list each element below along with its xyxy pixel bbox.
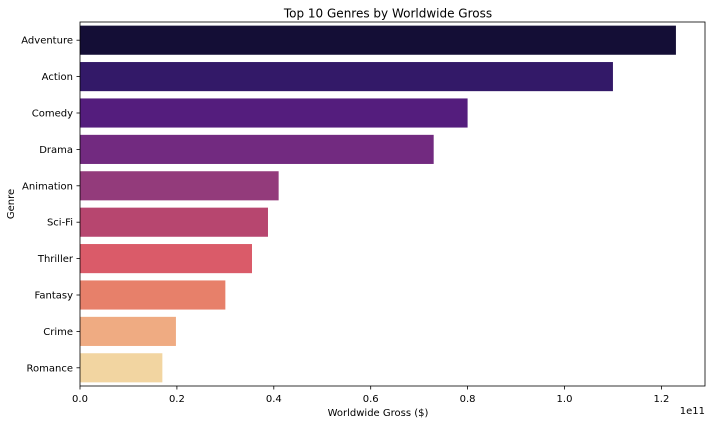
y-tick-label: Adventure: [21, 36, 73, 47]
x-tick-label: 1.2: [653, 394, 669, 405]
y-tick-label: Animation: [22, 181, 73, 192]
x-tick-label: 0.0: [72, 394, 88, 405]
x-axis-offset-text: 1e11: [680, 406, 705, 417]
x-tick-label: 0.6: [363, 394, 379, 405]
bar-drama: [80, 134, 434, 164]
bar-comedy: [80, 98, 468, 128]
y-tick-label: Drama: [39, 145, 73, 156]
y-tick-label: Fantasy: [35, 291, 74, 302]
bars-group: [80, 25, 676, 383]
y-tick-label: Comedy: [32, 109, 73, 120]
bar-romance: [80, 353, 163, 383]
y-tick-label: Crime: [43, 327, 73, 338]
x-tick-label: 1.0: [557, 394, 573, 405]
bar-sci-fi: [80, 207, 268, 237]
y-tick-label: Action: [42, 72, 73, 83]
chart-title: Top 10 Genres by Worldwide Gross: [283, 7, 492, 21]
plot-frame: [79, 21, 706, 387]
x-tick-label: 0.4: [266, 394, 282, 405]
bar-action: [80, 62, 613, 92]
bar-fantasy: [80, 280, 226, 310]
y-tick-label: Thriller: [37, 254, 74, 265]
bar-adventure: [80, 25, 676, 55]
x-tick-label: 0.2: [169, 394, 185, 405]
bar-crime: [80, 316, 176, 346]
x-axis-ticks: 0.0 0.2 0.4 0.6 0.8 1.0 1.2: [72, 386, 669, 405]
bar-animation: [80, 171, 279, 201]
x-tick-label: 0.8: [460, 394, 476, 405]
y-axis-label: Genre: [6, 189, 17, 219]
y-tick-label: Sci-Fi: [47, 218, 73, 229]
y-tick-label: Romance: [27, 363, 73, 374]
x-axis-label: Worldwide Gross ($): [328, 408, 429, 419]
y-axis-ticks: Adventure Action Comedy Drama Animation Sci-F…: [21, 36, 80, 374]
bar-thriller: [80, 244, 252, 274]
